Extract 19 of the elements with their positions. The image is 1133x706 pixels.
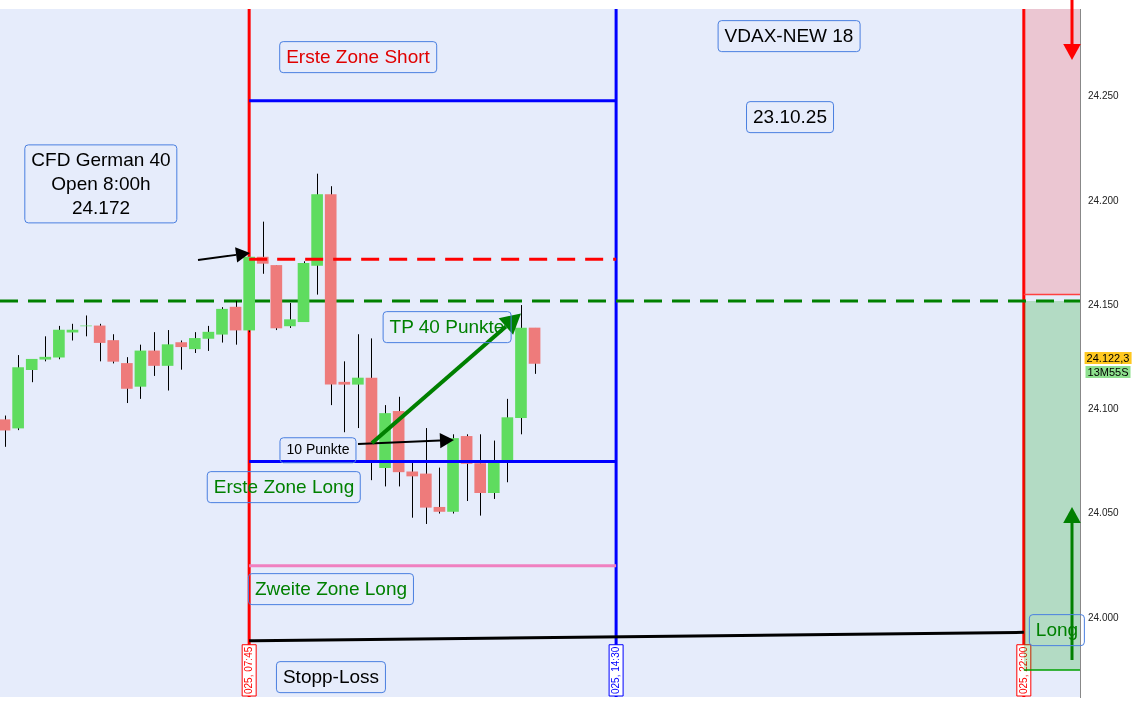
annotation: CFD German 40 Open 8:00h 24.172 — [24, 144, 178, 224]
y-tick-label: 24.250 — [1088, 90, 1120, 102]
annotation: Stopp-Loss — [275, 661, 387, 693]
x-tick-label: 025, 07:45 — [242, 646, 254, 694]
text: 13M55S — [1085, 366, 1131, 378]
y-tick-label: 24.050 — [1088, 507, 1120, 519]
annotation: 23.10.25 — [746, 101, 834, 133]
y-tick-label: 24.150 — [1088, 298, 1120, 310]
text: 24.122,3 — [1084, 352, 1132, 364]
y-tick-label: 24.000 — [1088, 611, 1120, 623]
annotation: TP 40 Punkte — [382, 311, 512, 344]
annotation: VDAX-NEW 18 — [717, 20, 861, 52]
x-tick-label: 025, 14:30 — [609, 646, 621, 694]
x-tick-label: 025, 22:00 — [1017, 646, 1029, 694]
annotation: 10 Punkte — [279, 437, 357, 463]
y-tick-label: 24.200 — [1088, 194, 1120, 206]
annotation: Zweite Zone Long — [247, 573, 415, 605]
y-tick-label: 24.100 — [1088, 403, 1120, 415]
annotation: Erste Zone Short — [279, 41, 437, 73]
